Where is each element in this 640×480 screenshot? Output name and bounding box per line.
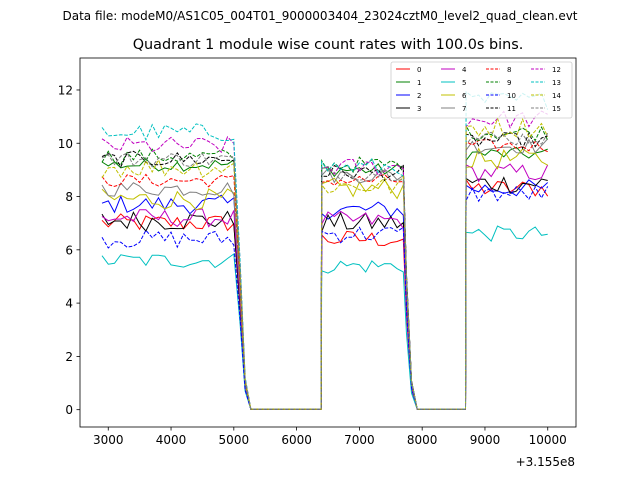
series-line-0 [101,178,549,410]
legend-label-3: 3 [417,105,421,113]
series-layer [101,90,549,410]
series-line-15 [101,131,549,410]
legend-label-10: 10 [507,92,516,100]
legend-label-6: 6 [462,92,467,100]
chart-title: Quadrant 1 module wise count rates with … [133,37,524,53]
legend-label-15: 15 [552,105,561,113]
series-line-2 [101,179,549,410]
x-tick-label: 3000 [93,433,124,447]
legend-label-9: 9 [507,79,511,87]
x-axis-offset-label: +3.155e8 [516,455,575,469]
legend-label-7: 7 [462,105,466,113]
y-tick-label: 12 [58,83,73,97]
legend-label-14: 14 [552,92,561,100]
legend-label-1: 1 [417,79,421,87]
y-tick-label: 0 [65,403,73,417]
series-line-11 [101,131,548,410]
series-line-4 [101,163,549,410]
x-tick-label: 6000 [281,433,312,447]
series-line-5 [101,225,548,410]
series-line-3 [101,176,548,410]
x-tick-label: 4000 [156,433,187,447]
series-line-6 [101,147,548,410]
series-line-12 [101,110,548,410]
series-line-10 [101,185,549,410]
legend-label-5: 5 [462,79,466,87]
x-tick-label: 8000 [407,433,438,447]
series-line-1 [101,146,548,410]
plot-frame [79,57,577,428]
legend-label-12: 12 [552,66,561,74]
y-tick-label: 2 [65,350,73,364]
legend-label-4: 4 [462,66,467,74]
legend-label-11: 11 [507,105,516,113]
series-line-14 [101,116,549,410]
legend-frame [390,61,573,119]
x-axis: 3000 4000 5000 6000 7000 8000 9000 10000 [93,427,567,447]
legend-label-0: 0 [417,66,421,74]
y-tick-label: 10 [58,137,73,151]
legend-label-13: 13 [552,79,561,87]
y-tick-label: 8 [65,190,73,204]
x-tick-label: 5000 [219,433,250,447]
chart-suptitle: Data file: modeM0/AS1C05_004T01_90000034… [62,9,577,23]
legend-label-8: 8 [507,66,511,74]
x-tick-label: 10000 [529,433,567,447]
x-tick-label: 9000 [470,433,501,447]
plot-area [80,58,576,427]
legend-label-2: 2 [417,92,421,100]
series-line-7 [101,138,549,410]
y-axis: 0 2 4 6 8 10 12 [58,83,80,417]
y-tick-label: 6 [65,243,73,257]
y-tick-label: 4 [65,297,73,311]
x-tick-label: 7000 [344,433,375,447]
